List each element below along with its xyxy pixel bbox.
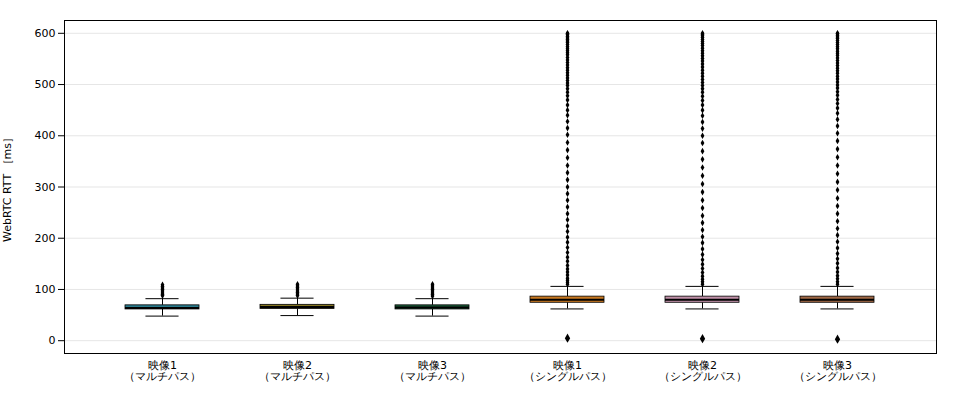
svg-text:500: 500 <box>35 78 56 91</box>
svg-text:WebRTC RTT ［ms］: WebRTC RTT ［ms］ <box>1 132 14 242</box>
svg-text:映像1（シングルパス）: 映像1（シングルパス） <box>524 359 612 383</box>
svg-text:映像2（シングルパス）: 映像2（シングルパス） <box>659 359 747 383</box>
svg-text:映像3（シングルパス）: 映像3（シングルパス） <box>794 359 882 383</box>
svg-text:300: 300 <box>35 181 56 194</box>
svg-text:400: 400 <box>35 129 56 142</box>
svg-text:0: 0 <box>49 334 56 347</box>
svg-text:600: 600 <box>35 27 56 40</box>
svg-text:200: 200 <box>35 232 56 245</box>
svg-text:100: 100 <box>35 283 56 296</box>
svg-text:映像2（マルチパス）: 映像2（マルチパス） <box>259 359 336 383</box>
svg-text:映像3（マルチパス）: 映像3（マルチパス） <box>394 359 471 383</box>
svg-text:映像1（マルチパス）: 映像1（マルチパス） <box>124 359 201 383</box>
